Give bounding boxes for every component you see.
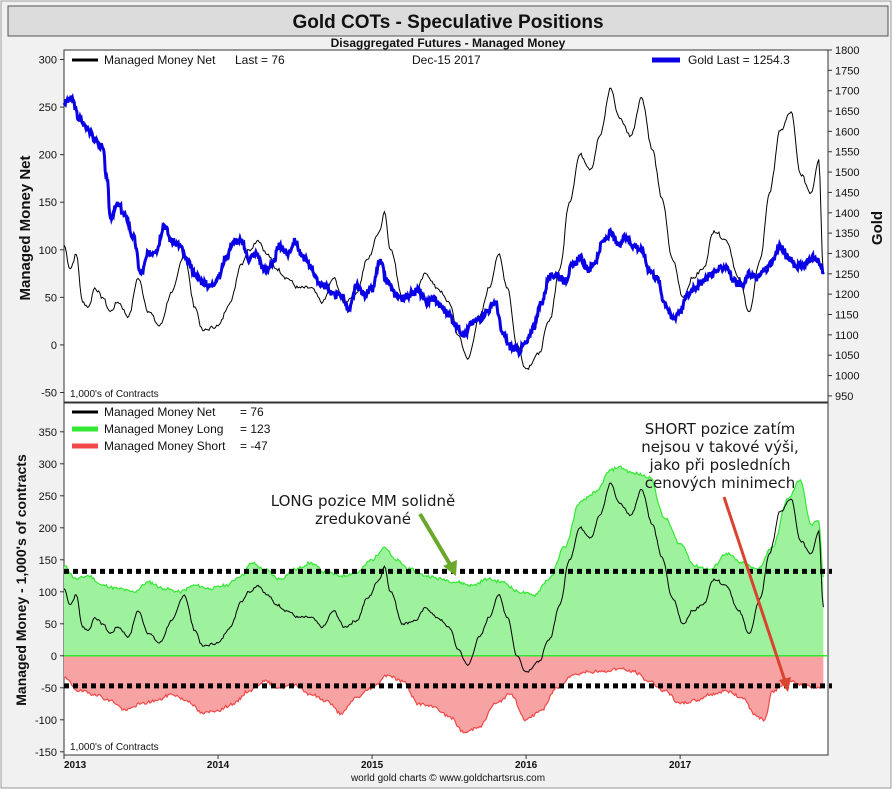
bottom-net-line xyxy=(63,482,824,673)
legend-net-value: Last = 76 xyxy=(235,53,285,67)
legend-gold-label: Gold Last = 1254.3 xyxy=(688,53,790,67)
top-date-label: Dec-15 2017 xyxy=(412,53,481,67)
legend-short-value: = -47 xyxy=(240,439,268,453)
long-annotation: LONG pozice MM solidně zredukované xyxy=(270,492,456,528)
legend-bottom-net-value: = 76 xyxy=(240,405,264,419)
legend-long-label: Managed Money Long xyxy=(104,422,223,436)
top-ytick-label: 150 xyxy=(39,197,57,209)
bottom-ytick-label: 200 xyxy=(39,523,57,535)
bottom-ytick-label: -100 xyxy=(35,715,57,727)
top-ylabel: Managed Money Net xyxy=(17,155,34,300)
bottom-ytick-label: 100 xyxy=(39,587,57,599)
top-ytick-label: 50 xyxy=(45,292,57,304)
top-y2tick-label: 1100 xyxy=(835,330,859,342)
xtick-label: 2013 xyxy=(64,760,87,771)
top-gold-line xyxy=(62,92,825,359)
top-y2tick-label: 1700 xyxy=(835,86,859,98)
bottom-ytick-label: 150 xyxy=(39,555,57,567)
top-y2tick-label: 1600 xyxy=(835,126,859,138)
top-y2tick-label: 1300 xyxy=(835,248,859,260)
top-y2tick-label: 1650 xyxy=(835,106,859,118)
bottom-ytick-label: 350 xyxy=(39,427,57,439)
bottom-ytick-label: -50 xyxy=(41,683,57,695)
bottom-ytick-label: -150 xyxy=(35,747,57,759)
xtick-label: 2015 xyxy=(361,760,384,771)
top-net-line xyxy=(63,87,824,370)
short-area xyxy=(64,655,824,733)
bottom-lines xyxy=(63,465,832,734)
top-y2tick-label: 1350 xyxy=(835,228,859,240)
top-y2tick-label: 1500 xyxy=(835,167,859,179)
bottom-ylabel: Managed Money - 1,000's of contracts xyxy=(13,454,29,706)
top-y2tick-label: 1000 xyxy=(835,371,859,383)
top-y2tick-label: 1750 xyxy=(835,65,859,77)
top-y2tick-label: 1400 xyxy=(835,208,859,220)
bottom-ytick-label: 250 xyxy=(39,491,57,503)
xtick-label: 2016 xyxy=(515,760,538,771)
legend-bottom-net-label: Managed Money Net xyxy=(104,405,216,419)
top-y2tick-label: 950 xyxy=(835,391,853,403)
top-y2tick-label: 1250 xyxy=(835,269,859,281)
title-bar xyxy=(7,5,889,37)
top-ytick-label: 100 xyxy=(39,245,57,257)
bottom-ytick-label: 0 xyxy=(51,651,57,663)
top-ytick-label: 250 xyxy=(39,102,57,114)
bottom-axis-ticks: -150 -100 -50 0 50 100 150 200 250 300 350 2013 2014… xyxy=(35,427,692,771)
top-ytick-label: 200 xyxy=(39,150,57,162)
top-panel xyxy=(63,49,829,403)
top-ytick-label: 0 xyxy=(51,340,57,352)
xtick-label: 2014 xyxy=(207,760,230,771)
legend-net-label: Managed Money Net xyxy=(104,53,216,67)
short-annotation: SHORT pozice zatím nejsou v takové výši,… xyxy=(641,420,799,492)
top-y2tick-label: 1150 xyxy=(835,310,859,322)
legend-short-label: Managed Money Short xyxy=(104,439,226,453)
long-area xyxy=(64,466,824,656)
bottom-ytick-label: 50 xyxy=(45,619,57,631)
long-arrow xyxy=(418,512,457,576)
chart-subtitle: Disaggregated Futures - Managed Money xyxy=(331,36,566,50)
top-lines xyxy=(62,87,825,370)
chart-title: Gold COTs - Speculative Positions xyxy=(292,12,603,33)
short-arrow xyxy=(722,496,791,692)
legend-long-value: = 123 xyxy=(240,422,271,436)
top-y2tick-label: 1200 xyxy=(835,289,859,301)
top-y2tick-label: 1450 xyxy=(835,187,859,199)
bottom-ytick-label: 300 xyxy=(39,459,57,471)
top-ytick-label: 300 xyxy=(39,55,57,67)
top-y2label: Gold xyxy=(869,211,886,245)
top-units-note: 1,000's of Contracts xyxy=(70,389,159,400)
top-y2tick-label: 1050 xyxy=(835,350,859,362)
top-ytick-label: -50 xyxy=(41,387,57,399)
top-axis-ticks: -50 0 50 100 150 200 250 300 950 1000 1050 1100 1150… xyxy=(39,45,860,403)
short-line xyxy=(63,667,824,734)
xtick-label: 2017 xyxy=(669,760,692,771)
bottom-areas xyxy=(64,466,824,733)
long-line xyxy=(63,465,824,598)
top-y2tick-label: 1800 xyxy=(835,45,859,57)
footer-credit: world gold charts © www.goldchartsrus.co… xyxy=(350,773,545,784)
bottom-units-note: 1,000's of Contracts xyxy=(70,742,159,753)
top-y2tick-label: 1550 xyxy=(835,147,859,159)
